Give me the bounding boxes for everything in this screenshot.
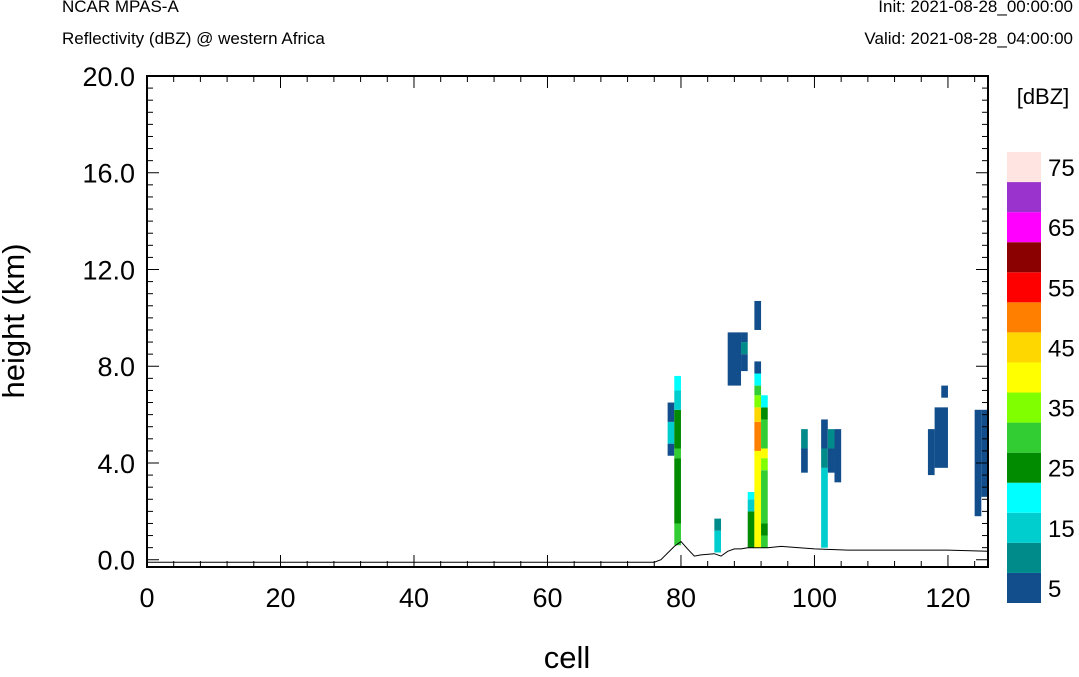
colorbar-tick-label: 25 xyxy=(1048,456,1075,483)
reflectivity-cell xyxy=(834,429,842,483)
colorbar-swatch xyxy=(1007,452,1041,483)
y-tick-label: 8.0 xyxy=(97,352,135,382)
reflectivity-cell xyxy=(667,421,675,444)
x-tick-label: 20 xyxy=(265,583,295,613)
reflectivity-cell xyxy=(754,407,762,422)
colorbar-tick-label: 55 xyxy=(1048,275,1075,302)
y-tick-label: 20.0 xyxy=(82,62,135,92)
colorbar-tick-label: 5 xyxy=(1048,576,1061,603)
x-tick-label: 100 xyxy=(792,583,837,613)
reflectivity-cell xyxy=(754,385,762,396)
reflectivity-cell xyxy=(754,300,762,330)
colorbar-tick-label: 45 xyxy=(1048,335,1075,362)
reflectivity-cell xyxy=(674,390,681,410)
reflectivity-cell xyxy=(674,409,681,449)
x-tick-label: 80 xyxy=(666,583,696,613)
reflectivity-cell xyxy=(754,361,762,374)
x-axis-title: cell xyxy=(544,640,591,675)
plot-subtitle: Reflectivity (dBZ) @ western Africa xyxy=(62,29,325,48)
colorbar: 5 15 25 35 45 55 65 75 xyxy=(1007,152,1075,603)
reflectivity-cell xyxy=(674,523,681,546)
reflectivity-cell xyxy=(674,448,681,459)
colorbar-swatch xyxy=(1007,182,1041,213)
model-title: NCAR MPAS-A xyxy=(62,0,179,16)
colorbar-swatch xyxy=(1007,242,1041,273)
x-tick-label: 60 xyxy=(532,583,562,613)
reflectivity-cell xyxy=(667,443,675,456)
colorbar-swatch xyxy=(1007,332,1041,363)
reflectivity-cell xyxy=(674,458,681,524)
colorbar-unit-label: [dBZ] xyxy=(1017,84,1070,109)
colorbar-swatch xyxy=(1007,212,1041,243)
reflectivity-cell xyxy=(761,470,768,524)
reflectivity-cell xyxy=(674,375,681,391)
reflectivity-cell xyxy=(761,448,768,459)
x-tick-label: 40 xyxy=(399,583,429,613)
reflectivity-cells xyxy=(667,300,988,553)
colorbar-swatch xyxy=(1007,512,1041,543)
colorbar-swatch xyxy=(1007,302,1041,333)
reflectivity-cell xyxy=(821,467,828,548)
y-axis-title: height (km) xyxy=(0,243,31,398)
reflectivity-cell xyxy=(761,535,768,548)
y-tick-label: 16.0 xyxy=(82,159,135,189)
colorbar-tick-label: 15 xyxy=(1048,516,1075,543)
reflectivity-cell xyxy=(927,429,935,476)
reflectivity-cell xyxy=(754,373,762,386)
reflectivity-cell xyxy=(741,354,748,372)
reflectivity-cell xyxy=(754,450,762,548)
reflectivity-cell xyxy=(981,409,988,497)
y-tick-label: 0.0 xyxy=(97,546,135,576)
reflectivity-cell xyxy=(714,530,722,553)
reflectivity-cell xyxy=(741,332,748,343)
colorbar-tick-label: 65 xyxy=(1048,215,1075,242)
reflectivity-cell xyxy=(761,395,768,408)
colorbar-swatch xyxy=(1007,392,1041,423)
reflectivity-cell xyxy=(747,492,755,500)
reflectivity-cell xyxy=(754,395,762,408)
colorbar-swatch xyxy=(1007,422,1041,453)
reflectivity-cell xyxy=(827,429,835,449)
reflectivity-cell xyxy=(761,458,768,471)
y-tick-label: 4.0 xyxy=(97,449,135,479)
reflectivity-cell xyxy=(827,448,835,473)
colorbar-tick-label: 35 xyxy=(1048,396,1075,423)
x-tick-label: 120 xyxy=(925,583,970,613)
y-tick-label: 12.0 xyxy=(82,255,135,285)
reflectivity-cell xyxy=(754,421,762,451)
axis-ticks xyxy=(146,75,988,567)
colorbar-swatch xyxy=(1007,572,1041,603)
reflectivity-cell xyxy=(747,499,755,512)
reflectivity-cell xyxy=(934,407,948,468)
reflectivity-cell xyxy=(821,419,828,449)
reflectivity-cell xyxy=(801,429,808,449)
axis-labels: 0 20 40 60 80 100 120 0.0 4.0 8.0 12.0 16.0 20.0 xyxy=(82,62,970,613)
reflectivity-cell xyxy=(941,385,948,398)
reflectivity-cell xyxy=(747,511,755,548)
colorbar-tick-label: 75 xyxy=(1048,155,1075,182)
reflectivity-cell xyxy=(801,448,808,473)
reflectivity-cell xyxy=(761,523,768,536)
reflectivity-cell xyxy=(714,518,722,531)
plot-frame xyxy=(146,75,989,568)
x-tick-label: 0 xyxy=(139,583,154,613)
colorbar-swatch xyxy=(1007,362,1041,393)
reflectivity-cell xyxy=(741,342,748,355)
terrain-line xyxy=(147,540,989,563)
colorbar-swatch xyxy=(1007,272,1041,303)
colorbar-swatch xyxy=(1007,542,1041,573)
reflectivity-cell xyxy=(727,332,742,386)
reflectivity-cell xyxy=(667,402,675,422)
reflectivity-cell xyxy=(821,448,828,468)
reflectivity-cell xyxy=(761,407,768,420)
valid-time: Valid: 2021-08-28_04:00:00 xyxy=(864,29,1073,48)
init-time: Init: 2021-08-28_00:00:00 xyxy=(878,0,1073,16)
colorbar-swatch xyxy=(1007,482,1041,513)
reflectivity-cell xyxy=(761,419,768,449)
colorbar-swatch xyxy=(1007,152,1041,183)
